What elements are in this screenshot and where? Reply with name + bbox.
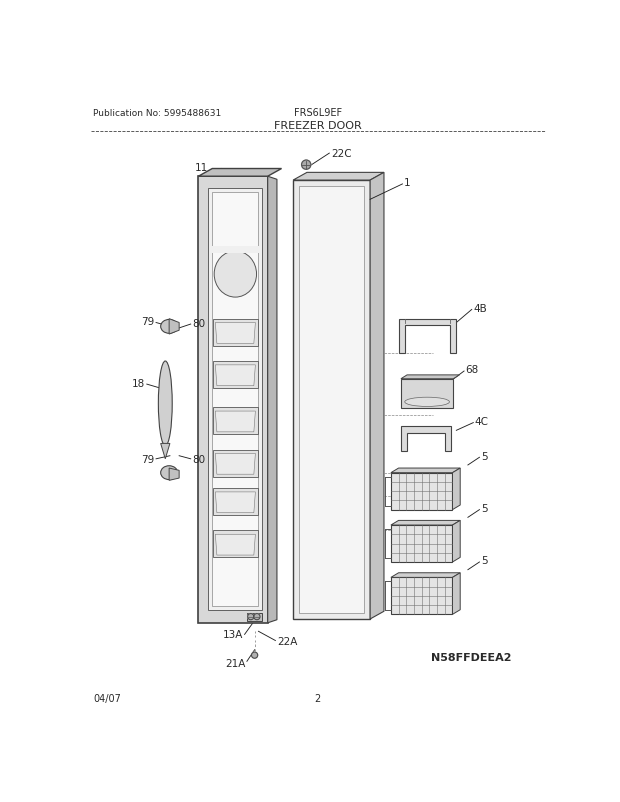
Text: 68: 68 (466, 365, 479, 375)
Polygon shape (208, 188, 262, 610)
Text: 4B: 4B (473, 303, 487, 314)
Text: N58FFDEEA2: N58FFDEEA2 (432, 653, 512, 662)
Text: 11: 11 (195, 163, 208, 172)
Text: 18: 18 (132, 378, 145, 388)
Text: 2: 2 (314, 694, 321, 703)
Polygon shape (213, 531, 258, 557)
Text: 79: 79 (141, 454, 154, 464)
Polygon shape (391, 525, 453, 562)
Text: 04/07: 04/07 (93, 694, 121, 703)
Polygon shape (213, 488, 258, 516)
Polygon shape (401, 379, 453, 408)
Polygon shape (391, 468, 460, 473)
Polygon shape (198, 177, 268, 623)
Polygon shape (453, 573, 460, 614)
Polygon shape (215, 492, 255, 513)
Polygon shape (210, 246, 261, 254)
Text: 22A: 22A (277, 636, 298, 646)
Text: 5: 5 (481, 556, 487, 565)
Text: 4C: 4C (475, 416, 489, 427)
Circle shape (301, 161, 311, 170)
Polygon shape (453, 520, 460, 562)
Polygon shape (215, 411, 255, 432)
Text: 5: 5 (481, 452, 487, 461)
Ellipse shape (161, 466, 177, 480)
Polygon shape (401, 427, 451, 452)
Ellipse shape (158, 362, 172, 446)
Polygon shape (391, 520, 460, 525)
Polygon shape (391, 577, 453, 614)
Ellipse shape (405, 398, 450, 407)
Polygon shape (401, 375, 459, 379)
Polygon shape (213, 450, 258, 477)
Text: 80: 80 (192, 318, 205, 328)
Ellipse shape (214, 252, 257, 298)
Polygon shape (215, 366, 255, 387)
Polygon shape (212, 192, 259, 606)
Polygon shape (213, 407, 258, 435)
Polygon shape (215, 454, 255, 475)
Polygon shape (213, 319, 258, 346)
Polygon shape (215, 323, 255, 344)
Circle shape (254, 614, 260, 620)
Polygon shape (169, 468, 179, 480)
Polygon shape (213, 362, 258, 388)
Polygon shape (391, 473, 453, 510)
Polygon shape (215, 535, 255, 555)
Polygon shape (370, 173, 384, 619)
Polygon shape (169, 319, 179, 334)
Polygon shape (399, 319, 456, 354)
Text: FREEZER DOOR: FREEZER DOOR (274, 120, 361, 131)
Polygon shape (247, 613, 262, 621)
Polygon shape (268, 177, 277, 623)
Text: 79: 79 (141, 317, 154, 326)
Polygon shape (453, 468, 460, 510)
Polygon shape (198, 169, 281, 177)
Polygon shape (391, 573, 460, 577)
Polygon shape (161, 444, 170, 460)
Circle shape (252, 652, 258, 658)
Text: 21A: 21A (225, 658, 246, 668)
Text: 5: 5 (481, 504, 487, 513)
Polygon shape (299, 187, 364, 613)
Circle shape (247, 614, 254, 620)
Text: 22C: 22C (331, 149, 352, 159)
Text: 13A: 13A (223, 630, 243, 639)
Polygon shape (293, 173, 384, 180)
Polygon shape (293, 180, 370, 619)
Ellipse shape (161, 320, 177, 334)
Text: 1: 1 (404, 178, 410, 188)
Text: Publication No: 5995488631: Publication No: 5995488631 (93, 108, 221, 118)
Text: 80: 80 (192, 454, 205, 464)
Text: FRS6L9EF: FRS6L9EF (294, 108, 342, 118)
